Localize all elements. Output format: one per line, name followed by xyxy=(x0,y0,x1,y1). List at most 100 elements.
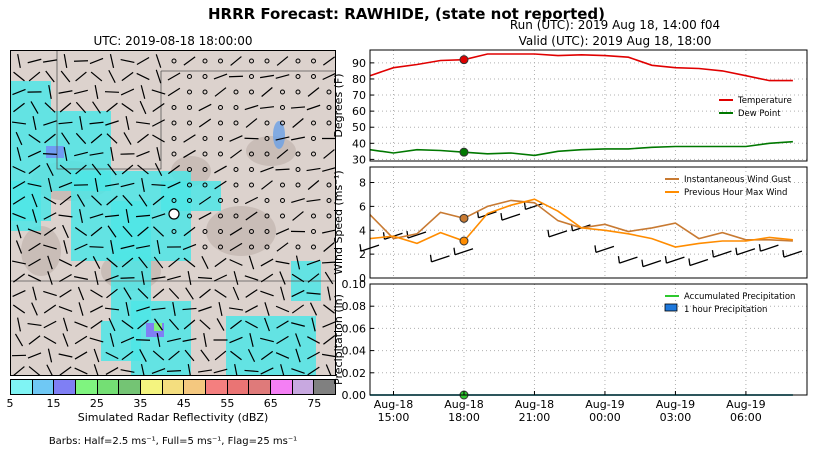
calm-wind-marker xyxy=(233,198,239,203)
wind-barb xyxy=(62,224,69,239)
calm-wind-marker xyxy=(187,89,192,95)
wind-barb xyxy=(105,367,119,375)
wind-barb xyxy=(31,193,38,208)
wind-barb xyxy=(431,255,450,263)
colorbar-swatch xyxy=(292,380,315,394)
calm-wind-marker xyxy=(311,136,316,141)
barb-note: Barbs: Half=2.5 ms⁻¹, Full=5 ms⁻¹, Flag=… xyxy=(48,436,298,447)
wind-barb xyxy=(12,290,26,297)
wind-barb xyxy=(323,335,335,345)
wind-barb xyxy=(245,305,258,313)
wind-barb xyxy=(12,165,26,174)
wind-barb xyxy=(324,271,334,285)
wind-barb xyxy=(321,261,335,264)
wind-barb xyxy=(213,73,228,80)
wind-barb xyxy=(232,286,240,301)
calm-wind-marker xyxy=(326,198,332,203)
wind-barb xyxy=(306,259,321,266)
x-tick-label: 21:00 xyxy=(519,411,551,424)
calm-wind-marker xyxy=(218,244,223,250)
wind-barb xyxy=(32,286,37,301)
wind-barb xyxy=(47,348,53,363)
wind-barb xyxy=(311,317,316,332)
calm-wind-marker xyxy=(295,74,301,79)
calm-wind-marker xyxy=(280,89,285,95)
wind-barb xyxy=(137,164,149,175)
wind-barb xyxy=(306,198,321,203)
colorbar-swatch xyxy=(162,380,185,394)
wind-barb xyxy=(108,317,116,332)
wind-barb xyxy=(43,227,57,236)
wind-barb xyxy=(141,271,145,285)
wind-barb xyxy=(183,149,196,159)
wind-barb xyxy=(244,104,259,111)
wind-barb xyxy=(325,364,332,375)
wind-barb xyxy=(135,121,151,125)
wind-barb xyxy=(276,335,289,345)
wind-barb xyxy=(155,54,162,68)
wind-barb xyxy=(275,136,290,141)
wind-barb xyxy=(229,135,243,142)
wind-barb xyxy=(136,150,150,158)
wind-barb xyxy=(292,118,304,128)
calm-wind-marker xyxy=(218,136,223,141)
wind-barb xyxy=(28,366,41,375)
wind-barb xyxy=(322,167,335,172)
wind-barb xyxy=(27,322,42,327)
calm-wind-marker xyxy=(202,229,208,234)
wind-barb xyxy=(94,178,99,192)
wind-barb xyxy=(182,307,197,311)
wind-barb xyxy=(323,304,335,314)
wind-barb xyxy=(248,255,255,270)
x-tick-label: Aug-18 xyxy=(444,398,483,411)
y-tick-label: 80 xyxy=(352,73,366,86)
wind-barb xyxy=(43,335,57,345)
wind-barb xyxy=(77,286,85,301)
wind-barb xyxy=(75,164,87,175)
wind-barb xyxy=(137,288,149,299)
wind-barb xyxy=(46,364,53,375)
radar-map-canvas xyxy=(11,51,335,375)
wind-barb xyxy=(140,364,145,375)
wind-barb xyxy=(245,289,258,298)
wind-barb xyxy=(152,226,165,237)
wind-barb xyxy=(275,74,290,79)
wind-barb xyxy=(666,256,685,264)
wind-barb xyxy=(199,288,211,299)
wind-barb xyxy=(214,180,227,190)
wind-barb xyxy=(89,152,104,156)
wind-barb xyxy=(290,106,306,109)
calm-wind-marker xyxy=(249,167,254,172)
wind-barb xyxy=(16,147,22,161)
wind-barb xyxy=(548,230,568,238)
y-tick-label: 0.04 xyxy=(342,345,367,358)
wind-barb xyxy=(47,255,53,270)
wind-barb xyxy=(183,56,196,66)
legend-label: Accumulated Precipitation xyxy=(684,292,795,302)
calm-wind-marker xyxy=(233,105,239,110)
calm-wind-marker xyxy=(264,229,270,234)
wind-barb xyxy=(261,180,273,190)
wind-barb xyxy=(44,102,56,113)
colorbar-swatch xyxy=(119,380,142,394)
wind-barb xyxy=(14,333,24,347)
wind-barb xyxy=(307,351,320,360)
wind-barb xyxy=(92,256,101,269)
wind-barb xyxy=(13,273,25,283)
wind-barb xyxy=(197,276,213,280)
wind-barb xyxy=(261,87,273,97)
wind-barb xyxy=(15,240,23,254)
wind-barb xyxy=(121,71,134,82)
wind-barb xyxy=(28,71,41,82)
reflectivity-colorbar xyxy=(10,379,336,395)
calm-wind-marker xyxy=(187,182,192,188)
wind-barb xyxy=(140,85,146,99)
calm-wind-marker xyxy=(326,89,332,95)
calm-wind-marker xyxy=(202,244,208,250)
wind-barb-flag xyxy=(453,247,456,255)
y-tick-label: 0.08 xyxy=(342,300,367,313)
calm-wind-marker xyxy=(249,244,254,250)
calm-wind-marker xyxy=(187,198,192,203)
wind-barb xyxy=(43,320,57,329)
